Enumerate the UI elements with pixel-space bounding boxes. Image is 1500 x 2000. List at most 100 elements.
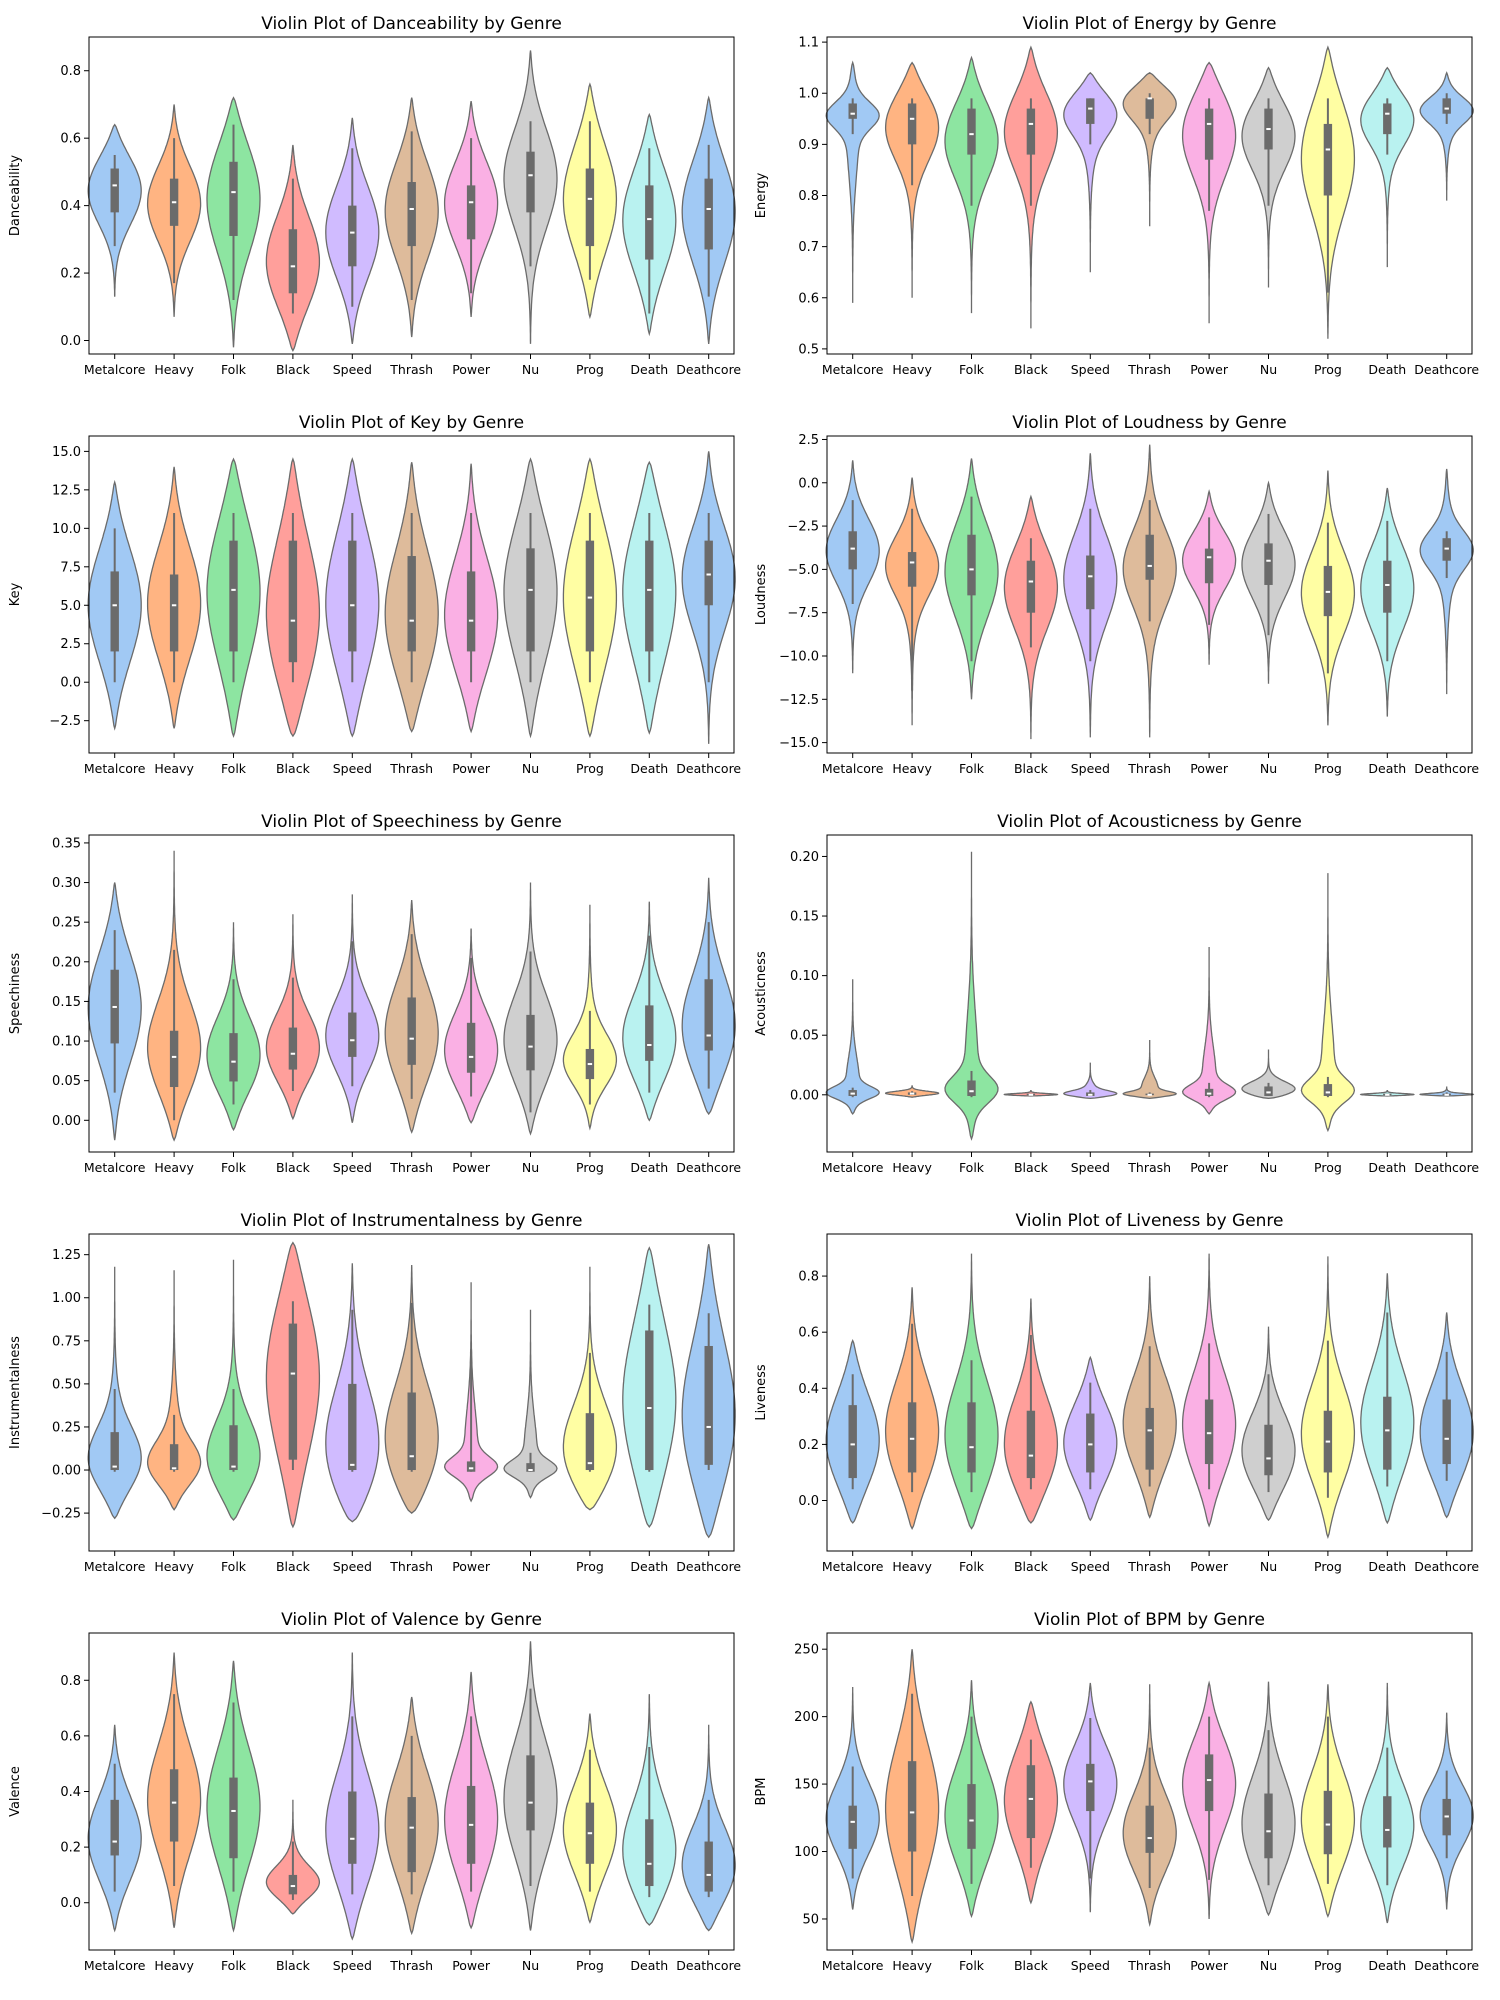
y-tick-label: 250: [794, 1643, 819, 1658]
y-tick-label: 0.4: [798, 1382, 819, 1397]
x-tick-label-prog: Prog: [1314, 1160, 1342, 1175]
iqr-box-thrash: [407, 997, 416, 1065]
y-tick-label: 0.0: [798, 1494, 819, 1509]
x-tick-label-heavy: Heavy: [154, 761, 194, 776]
x-tick-label-metalcore: Metalcore: [822, 1958, 884, 1973]
x-tick-label-metalcore: Metalcore: [84, 1160, 146, 1175]
violin-deathcore: [1419, 468, 1474, 695]
iqr-box-heavy: [169, 1444, 179, 1471]
y-tick-label: 0.20: [790, 850, 819, 865]
y-tick-label: 100: [794, 1845, 819, 1860]
violin-power: [1181, 947, 1237, 1115]
iqr-box-folk: [229, 1425, 238, 1471]
iqr-box-folk: [967, 1784, 976, 1849]
iqr-box-thrash: [407, 182, 416, 247]
x-tick-label-folk: Folk: [221, 1160, 247, 1175]
x-tick-label-power: Power: [1190, 1160, 1229, 1175]
violin-speed: [1063, 1062, 1118, 1100]
iqr-box-nu: [526, 1014, 535, 1071]
iqr-box-heavy: [169, 574, 179, 652]
iqr-box-deathcore: [1442, 1399, 1451, 1465]
x-tick-label-deathcore: Deathcore: [676, 1160, 741, 1175]
x-tick-label-prog: Prog: [1314, 1958, 1342, 1973]
x-tick-label-power: Power: [452, 1160, 491, 1175]
violin-nu: [503, 1309, 558, 1499]
y-tick-label: 1.1: [798, 36, 819, 51]
x-tick-label-power: Power: [1190, 362, 1229, 377]
y-tick-label: 0.5: [798, 342, 819, 357]
iqr-box-nu: [1264, 1424, 1273, 1476]
chart-panel-6: Violin Plot of Acousticness by Genre Acou…: [754, 812, 1479, 1175]
x-tick-label-black: Black: [1014, 1160, 1049, 1175]
iqr-box-folk: [967, 534, 976, 596]
iqr-box-black: [288, 1874, 298, 1895]
iqr-box-power: [1204, 1754, 1214, 1812]
x-tick-label-folk: Folk: [959, 1559, 985, 1574]
y-tick-label: −12.5: [779, 693, 819, 708]
iqr-box-prog: [585, 168, 595, 247]
y-tick-label: 2.5: [798, 433, 819, 448]
iqr-box-nu: [526, 1755, 535, 1831]
x-tick-label-folk: Folk: [959, 761, 985, 776]
x-tick-label-heavy: Heavy: [892, 761, 932, 776]
x-tick-label-nu: Nu: [522, 761, 539, 776]
y-tick-label: 7.5: [60, 560, 81, 575]
y-tick-label: 0.10: [790, 969, 819, 984]
x-tick-label-nu: Nu: [522, 1160, 539, 1175]
chart-panel-5: Violin Plot of Speechiness by Genre Speec…: [8, 812, 741, 1175]
x-tick-label-deathcore: Deathcore: [1414, 761, 1479, 776]
x-tick-label-heavy: Heavy: [892, 1160, 932, 1175]
y-tick-label: 0.00: [52, 1114, 81, 1129]
x-tick-label-prog: Prog: [576, 362, 604, 377]
x-tick-label-deathcore: Deathcore: [676, 1958, 741, 1973]
x-tick-label-thrash: Thrash: [389, 1160, 433, 1175]
iqr-box-death: [1383, 1396, 1392, 1470]
x-tick-label-black: Black: [1014, 1559, 1049, 1574]
x-tick-label-speed: Speed: [333, 1559, 372, 1574]
iqr-box-power: [1204, 1088, 1214, 1096]
x-tick-label-thrash: Thrash: [389, 761, 433, 776]
iqr-box-death: [645, 1005, 654, 1061]
x-tick-label-speed: Speed: [333, 1160, 372, 1175]
iqr-box-power: [466, 185, 476, 240]
violin-metalcore: [825, 60, 880, 303]
x-tick-label-power: Power: [1190, 1958, 1229, 1973]
y-tick-label: 0.05: [790, 1029, 819, 1044]
iqr-box-thrash: [407, 1797, 416, 1873]
x-tick-label-black: Black: [276, 362, 311, 377]
iqr-box-folk: [967, 1402, 976, 1473]
y-tick-label: 0.6: [60, 132, 81, 147]
iqr-box-speed: [1086, 1413, 1095, 1473]
chart-panel-3: Violin Plot of Key by Genre Key −2.5 0.0 2.5…: [8, 413, 741, 776]
y-tick-label: 0.00: [790, 1088, 819, 1103]
x-tick-label-heavy: Heavy: [154, 1958, 194, 1973]
y-tick-label: 12.5: [52, 483, 81, 498]
violin-deathcore: [1419, 1086, 1475, 1097]
y-tick-label: 0.2: [798, 1438, 819, 1453]
violin-nu: [1241, 1049, 1296, 1100]
y-tick-label: 0.9: [798, 138, 819, 153]
iqr-box-nu: [1264, 1086, 1273, 1096]
iqr-box-prog: [585, 540, 595, 652]
iqr-box-nu: [526, 1463, 535, 1472]
x-tick-label-death: Death: [630, 362, 668, 377]
x-tick-label-deathcore: Deathcore: [1414, 1559, 1479, 1574]
x-tick-label-death: Death: [630, 1559, 668, 1574]
chart-title: Violin Plot of Energy by Genre: [1023, 14, 1277, 34]
x-tick-label-speed: Speed: [333, 761, 372, 776]
y-tick-label: 0.10: [52, 1035, 81, 1050]
iqr-box-death: [645, 1819, 654, 1887]
y-tick-label: 1.25: [52, 1248, 81, 1263]
x-tick-label-heavy: Heavy: [154, 1559, 194, 1574]
y-axis-label: Acousticness: [754, 951, 769, 1036]
x-tick-label-death: Death: [1368, 1559, 1406, 1574]
y-tick-label: 5.0: [60, 599, 81, 614]
y-tick-label: 0.2: [60, 1841, 81, 1856]
x-tick-label-heavy: Heavy: [892, 1559, 932, 1574]
y-tick-label: 0.4: [60, 199, 81, 214]
iqr-box-heavy: [907, 1761, 917, 1852]
y-axis-label: Instrumentalness: [8, 1336, 23, 1449]
y-tick-label: 15.0: [52, 445, 81, 460]
chart-panel-2: Violin Plot of Energy by Genre Energy 0.5 0…: [754, 14, 1479, 377]
violin-heavy: [146, 1270, 202, 1511]
